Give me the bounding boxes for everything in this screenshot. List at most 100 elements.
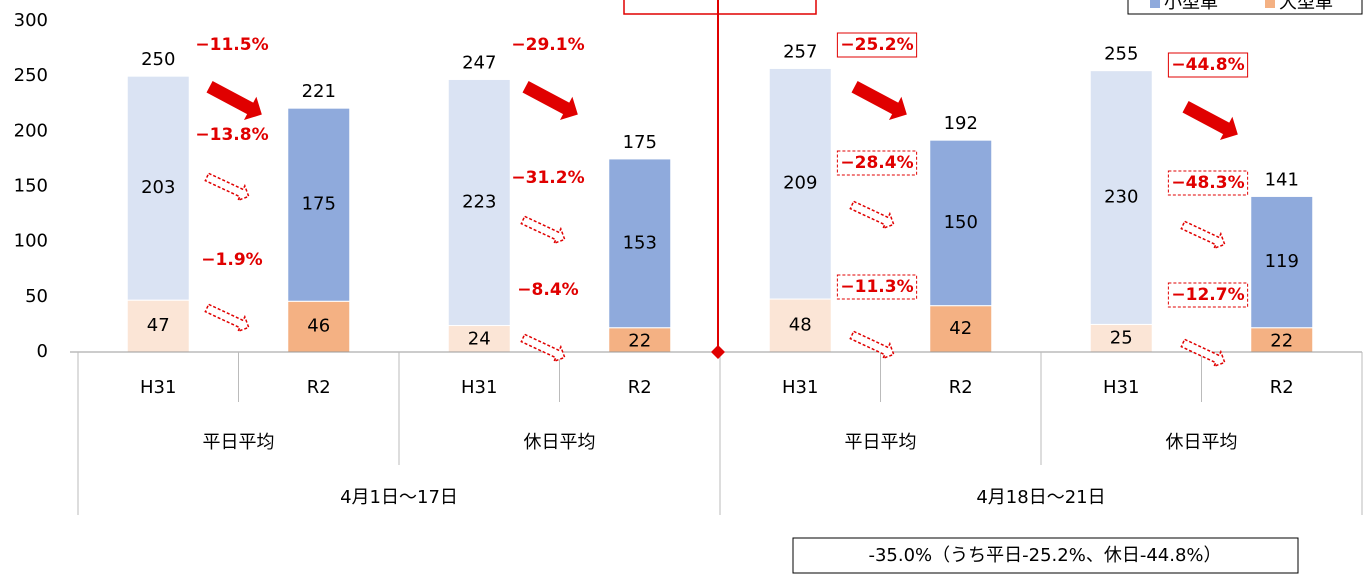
y-tick-label: 300 xyxy=(14,10,48,31)
period-label: 4月18日〜21日 xyxy=(976,487,1105,508)
note: -35.0%（うち平日-25.2%、休日-44.8%） xyxy=(868,545,1221,566)
total-label: 247 xyxy=(462,52,496,73)
y-tick-label: 250 xyxy=(14,65,48,86)
arrow xyxy=(851,81,907,121)
change-label: −12.7% xyxy=(1171,285,1244,305)
data-label: 22 xyxy=(628,331,651,352)
x-tick-label: R2 xyxy=(307,377,331,398)
data-label: 42 xyxy=(949,318,972,339)
y-tick-label: 50 xyxy=(25,286,48,307)
bar xyxy=(1250,195,1314,329)
change-box xyxy=(1167,282,1249,308)
change-label: −1.9% xyxy=(201,250,262,270)
change-label: −11.5% xyxy=(195,35,268,55)
change-box xyxy=(836,274,918,300)
bar xyxy=(608,158,672,329)
change-label: −13.8% xyxy=(195,125,268,145)
change-label: −44.8% xyxy=(1171,55,1244,75)
bar xyxy=(1250,327,1314,353)
change-label: −29.1% xyxy=(511,35,584,55)
data-label: 153 xyxy=(623,232,657,253)
arrow xyxy=(1180,338,1226,368)
arrow xyxy=(849,200,895,230)
total-label: 192 xyxy=(944,113,978,134)
x-tick-label: H31 xyxy=(140,377,176,398)
legend-swatch xyxy=(1265,0,1275,8)
data-label: 47 xyxy=(147,315,170,336)
change-label: −25.2% xyxy=(840,35,913,55)
data-label: 209 xyxy=(783,173,817,194)
data-label: 175 xyxy=(302,194,336,215)
total-label: 255 xyxy=(1104,44,1138,65)
arrow xyxy=(849,330,895,360)
data-label: 48 xyxy=(789,315,812,336)
change-box xyxy=(1167,52,1249,78)
x-tick-label: R2 xyxy=(628,377,652,398)
legend-swatch xyxy=(1150,0,1160,8)
data-label: 223 xyxy=(462,191,496,212)
bar xyxy=(608,327,672,353)
bar xyxy=(929,139,993,307)
total-label: 257 xyxy=(783,41,817,62)
change-box xyxy=(836,32,918,58)
x-tick-label: H31 xyxy=(461,377,497,398)
legend-label: 大型車 xyxy=(1279,0,1333,13)
arrow xyxy=(522,81,578,121)
change-label: −28.4% xyxy=(840,153,913,173)
arrow xyxy=(204,303,250,333)
divider-marker xyxy=(711,345,725,359)
x-tick-label: H31 xyxy=(782,377,818,398)
total-label: 250 xyxy=(141,49,175,70)
data-label: 119 xyxy=(1265,251,1299,272)
data-label: 230 xyxy=(1104,187,1138,208)
data-label: 203 xyxy=(141,177,175,198)
arrow xyxy=(520,215,566,245)
group-label: 休日平均 xyxy=(524,432,596,453)
arrow xyxy=(206,81,262,121)
legend-label: 小型車 xyxy=(1164,0,1218,13)
data-label: 22 xyxy=(1270,331,1293,352)
data-label: 25 xyxy=(1110,327,1133,348)
legend-box xyxy=(1127,0,1363,15)
bar xyxy=(929,305,993,353)
total-label: 221 xyxy=(302,81,336,102)
data-label: 150 xyxy=(944,212,978,233)
data-label: 24 xyxy=(468,329,491,350)
bar xyxy=(287,300,351,353)
group-label: 休日平均 xyxy=(1166,432,1238,453)
bar xyxy=(447,325,511,353)
arrow xyxy=(204,172,250,202)
bar xyxy=(287,107,351,302)
x-tick-label: R2 xyxy=(1270,377,1294,398)
bar xyxy=(447,78,511,327)
y-tick-label: 100 xyxy=(14,231,48,252)
bar xyxy=(768,67,832,300)
total-label: 141 xyxy=(1265,169,1299,190)
x-tick-label: R2 xyxy=(949,377,973,398)
top-box xyxy=(623,0,817,15)
arrow xyxy=(1182,101,1238,141)
period-label: 4月1日〜17日 xyxy=(340,487,458,508)
y-tick-label: 0 xyxy=(37,341,48,362)
change-label: −8.4% xyxy=(517,280,578,300)
group-label: 平日平均 xyxy=(845,432,917,453)
y-tick-label: 150 xyxy=(14,176,48,197)
data-label: 46 xyxy=(307,316,330,337)
bar xyxy=(126,75,190,301)
bar xyxy=(1089,70,1153,325)
x-tick-label: H31 xyxy=(1103,377,1139,398)
change-box xyxy=(1167,170,1249,196)
bar xyxy=(1089,323,1153,353)
arrow xyxy=(1180,220,1226,250)
arrow xyxy=(520,333,566,363)
change-box xyxy=(836,150,918,176)
change-label: −48.3% xyxy=(1171,173,1244,193)
total-label: 175 xyxy=(623,132,657,153)
change-label: −31.2% xyxy=(511,168,584,188)
change-label: −11.3% xyxy=(840,277,913,297)
group-label: 平日平均 xyxy=(203,432,275,453)
y-tick-label: 200 xyxy=(14,120,48,141)
note-box xyxy=(792,537,1299,574)
